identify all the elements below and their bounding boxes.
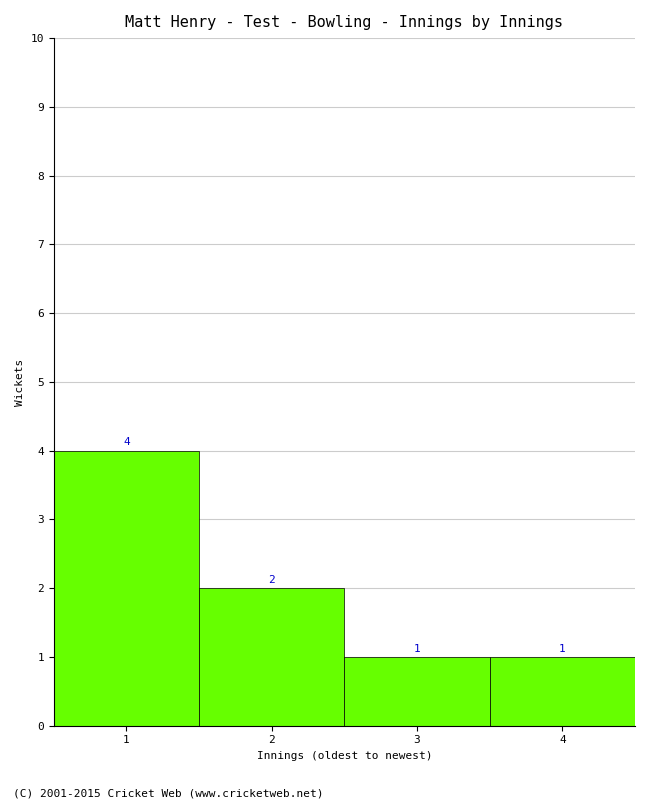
Text: 4: 4 [123, 438, 130, 447]
Bar [54, 450, 199, 726]
Title: Matt Henry - Test - Bowling - Innings by Innings: Matt Henry - Test - Bowling - Innings by… [125, 15, 564, 30]
Text: (C) 2001-2015 Cricket Web (www.cricketweb.net): (C) 2001-2015 Cricket Web (www.cricketwe… [13, 788, 324, 798]
X-axis label: Innings (oldest to newest): Innings (oldest to newest) [257, 751, 432, 761]
Text: 1: 1 [559, 643, 566, 654]
Y-axis label: Wickets: Wickets [15, 358, 25, 406]
Text: 1: 1 [413, 643, 421, 654]
Bar [489, 657, 635, 726]
Bar [344, 657, 489, 726]
Text: 2: 2 [268, 574, 275, 585]
Bar [199, 588, 344, 726]
